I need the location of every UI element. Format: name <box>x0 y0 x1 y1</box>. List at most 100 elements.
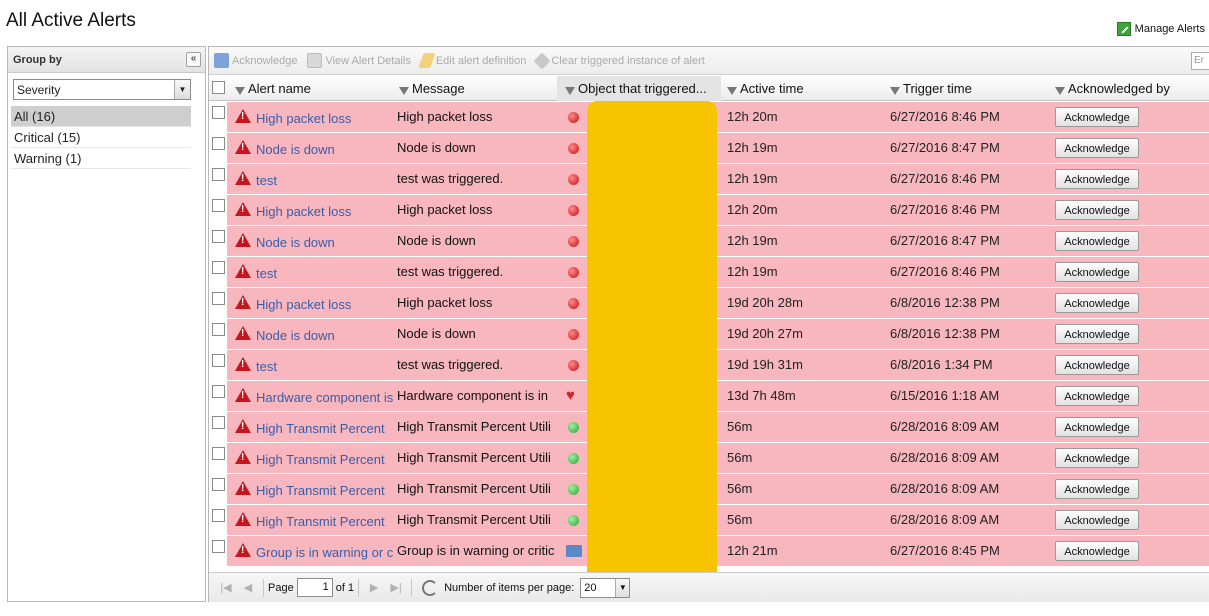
critical-status-icon <box>568 267 579 278</box>
row-checkbox[interactable] <box>212 478 225 491</box>
column-message[interactable]: Message <box>399 76 559 101</box>
active-time: 56m <box>727 512 753 527</box>
acknowledge-button[interactable]: Acknowledge <box>1055 417 1139 437</box>
acknowledge-button[interactable]: Acknowledge <box>1055 200 1139 220</box>
alert-name-link[interactable]: Hardware component is <box>256 390 394 405</box>
row-checkbox[interactable] <box>212 137 225 150</box>
edit-definition-label: Edit alert definition <box>435 54 527 67</box>
warning-triangle-icon <box>235 326 251 340</box>
chevron-down-icon[interactable]: ▼ <box>174 80 190 99</box>
chevron-down-icon[interactable]: ▼ <box>615 578 630 597</box>
alert-name-link[interactable]: Node is down <box>256 328 335 343</box>
table-row[interactable]: High Transmit Percent High Transmit Perce… <box>209 412 1209 443</box>
redacted-region <box>587 101 717 586</box>
table-row[interactable]: test test was triggered. 12h 19m 6/27/2016 … <box>209 164 1209 195</box>
row-checkbox[interactable] <box>212 416 225 429</box>
acknowledge-toolbar-button[interactable]: Acknowledge <box>214 53 297 68</box>
alert-name-link[interactable]: High packet loss <box>256 204 352 219</box>
acknowledge-icon <box>214 53 229 68</box>
acknowledge-button[interactable]: Acknowledge <box>1055 231 1139 251</box>
alert-name-link[interactable]: test <box>256 266 277 281</box>
row-checkbox[interactable] <box>212 509 225 522</box>
acknowledge-button[interactable]: Acknowledge <box>1055 138 1139 158</box>
row-checkbox[interactable] <box>212 106 225 119</box>
acknowledge-button[interactable]: Acknowledge <box>1055 262 1139 282</box>
table-row[interactable]: High packet loss High packet loss 12h 20m 6… <box>209 102 1209 133</box>
table-row[interactable]: High Transmit Percent High Transmit Perce… <box>209 474 1209 505</box>
row-checkbox[interactable] <box>212 323 225 336</box>
alert-name-link[interactable]: High Transmit Percent <box>256 514 385 529</box>
up-status-icon <box>568 515 579 526</box>
trigger-time: 6/27/2016 8:46 PM <box>890 202 1000 217</box>
acknowledge-button[interactable]: Acknowledge <box>1055 324 1139 344</box>
page-number-input[interactable]: 1 <box>296 578 333 597</box>
refresh-icon[interactable] <box>422 579 439 596</box>
alert-name-link[interactable]: Group is in warning or c <box>256 545 394 560</box>
last-page-icon[interactable]: ▶| <box>390 582 402 594</box>
filter-icon[interactable] <box>399 87 409 95</box>
alert-name-link[interactable]: High packet loss <box>256 297 352 312</box>
grid-header: Alert name Message Object that triggered… <box>209 76 1209 101</box>
warning-triangle-icon <box>235 450 251 464</box>
next-page-icon[interactable]: ▶ <box>369 582 379 594</box>
column-trigger-time[interactable]: Trigger time <box>890 76 1050 101</box>
previous-page-icon[interactable]: ◀ <box>243 582 253 594</box>
first-page-icon[interactable]: |◀ <box>220 582 232 594</box>
alert-name-link[interactable]: Node is down <box>256 142 335 157</box>
filter-icon[interactable] <box>890 87 900 95</box>
acknowledge-button[interactable]: Acknowledge <box>1055 355 1139 375</box>
table-row[interactable]: High Transmit Percent High Transmit Perce… <box>209 505 1209 536</box>
group-item-warning[interactable]: Warning (1) <box>11 148 191 169</box>
manage-alerts-link[interactable]: Manage Alerts <box>1116 22 1205 36</box>
filter-icon[interactable] <box>565 87 575 95</box>
clear-triggered-instance-button[interactable]: Clear triggered instance of alert <box>533 52 705 69</box>
column-trigger-time-label: Trigger time <box>903 81 972 96</box>
edit-alert-definition-button[interactable]: Edit alert definition <box>418 53 527 68</box>
items-per-page-select[interactable]: 20 ▼ <box>580 577 631 598</box>
acknowledge-button[interactable]: Acknowledge <box>1055 541 1139 561</box>
trigger-time: 6/8/2016 12:38 PM <box>890 326 1000 341</box>
row-checkbox[interactable] <box>212 447 225 460</box>
row-checkbox[interactable] <box>212 292 225 305</box>
row-checkbox[interactable] <box>212 168 225 181</box>
alert-message: Group is in warning or critic <box>397 543 555 558</box>
alert-name-link[interactable]: High Transmit Percent <box>256 483 385 498</box>
alert-name-link[interactable]: High Transmit Percent <box>256 421 385 436</box>
group-item-critical[interactable]: Critical (15) <box>11 127 191 148</box>
row-checkbox[interactable] <box>212 540 225 553</box>
row-checkbox[interactable] <box>212 199 225 212</box>
acknowledge-button[interactable]: Acknowledge <box>1055 107 1139 127</box>
row-checkbox[interactable] <box>212 261 225 274</box>
column-alert-name[interactable]: Alert name <box>235 76 395 101</box>
row-checkbox[interactable] <box>212 230 225 243</box>
alert-name-link[interactable]: High Transmit Percent <box>256 452 385 467</box>
alert-name-link[interactable]: High packet loss <box>256 111 352 126</box>
column-active-time[interactable]: Active time <box>727 76 887 101</box>
acknowledge-button[interactable]: Acknowledge <box>1055 386 1139 406</box>
row-checkbox[interactable] <box>212 385 225 398</box>
alert-name-link[interactable]: test <box>256 359 277 374</box>
view-alert-details-button[interactable]: View Alert Details <box>307 53 411 68</box>
alert-name-link[interactable]: test <box>256 173 277 188</box>
filter-icon[interactable] <box>235 87 245 95</box>
acknowledge-button[interactable]: Acknowledge <box>1055 293 1139 313</box>
column-acknowledged-by[interactable]: Acknowledged by <box>1055 76 1209 101</box>
filter-icon[interactable] <box>1055 87 1065 95</box>
alert-name-link[interactable]: Node is down <box>256 235 335 250</box>
select-all-checkbox[interactable] <box>212 81 225 94</box>
acknowledge-button[interactable]: Acknowledge <box>1055 169 1139 189</box>
acknowledge-button[interactable]: Acknowledge <box>1055 448 1139 468</box>
collapse-panel-icon[interactable]: « <box>186 52 201 67</box>
group-item-all[interactable]: All (16) <box>11 106 191 127</box>
row-background <box>227 133 1209 163</box>
active-time: 56m <box>727 481 753 496</box>
group-by-select[interactable]: Severity ▼ <box>13 79 191 100</box>
column-object[interactable]: Object that triggered... <box>557 76 721 101</box>
search-input[interactable]: Er <box>1191 51 1209 70</box>
alert-message: High Transmit Percent Utili <box>397 419 551 434</box>
acknowledge-button[interactable]: Acknowledge <box>1055 479 1139 499</box>
acknowledge-button[interactable]: Acknowledge <box>1055 510 1139 530</box>
row-checkbox[interactable] <box>212 354 225 367</box>
filter-icon[interactable] <box>727 87 737 95</box>
